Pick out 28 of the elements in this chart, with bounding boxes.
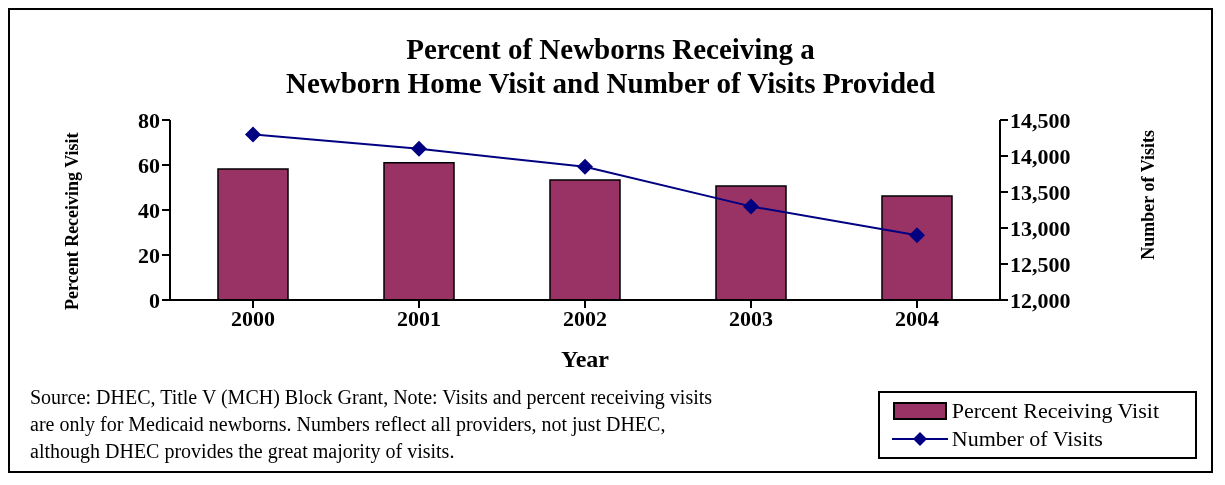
y2-tick-label: 13,500	[1010, 179, 1071, 205]
chart-title: Percent of Newborns Receiving a Newborn Home Visit and Number of Visits Provided	[284, 32, 936, 100]
x-tick-label: 2000	[231, 305, 275, 331]
y-tick-label: 0	[149, 287, 160, 313]
point	[743, 198, 759, 215]
point	[577, 158, 593, 175]
x-tick-label: 2004	[895, 305, 939, 331]
y-tick-label: 20	[138, 242, 160, 268]
x-tick-label: 2001	[397, 305, 441, 331]
x-tick-label: 2003	[729, 305, 773, 331]
point	[245, 126, 261, 143]
y-axis-title: Percent Receiving Visit	[62, 132, 83, 310]
point	[909, 227, 925, 244]
y2-tick-label: 12,500	[1010, 251, 1071, 277]
y-tick-label: 40	[138, 197, 160, 223]
y-tick-label: 80	[138, 107, 160, 133]
y2-axis-title: Number of Visits	[1138, 130, 1159, 260]
legend-label: Number of Visits	[951, 425, 1103, 453]
point	[411, 140, 427, 157]
legend-label: Percent Receiving Visit	[951, 397, 1159, 425]
y2-tick-label: 14,500	[1010, 107, 1071, 133]
y2-tick-label: 14,000	[1010, 143, 1071, 169]
x-tick-label: 2002	[563, 305, 607, 331]
y-tick-label: 60	[138, 152, 160, 178]
y2-tick-label: 12,000	[1010, 287, 1071, 313]
x-axis-title: Year	[561, 346, 610, 372]
y2-tick-label: 13,000	[1010, 215, 1071, 241]
source-note: Source: DHEC, Title V (MCH) Block Grant, Note: Visits and percent receiving visits are only for Medicaid newborns. Numbers reflect all providers, not just DHEC, although DHEC provides the great majority of visits.	[30, 385, 714, 465]
